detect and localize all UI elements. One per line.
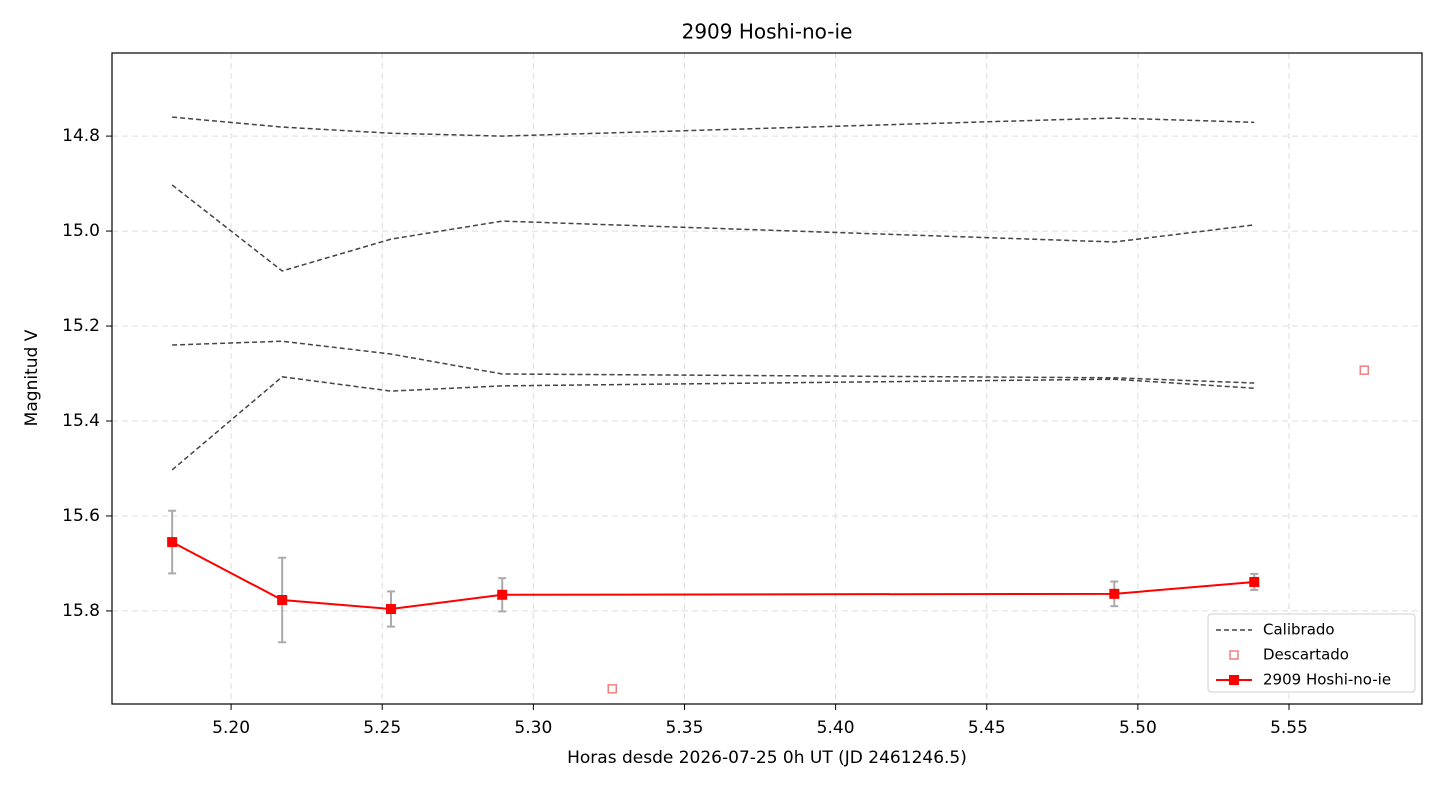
x-tick-label: 5.30: [514, 718, 552, 738]
calibrated-line: [171, 184, 1255, 272]
calibrated-line: [172, 340, 1255, 384]
y-tick-label: 14.8: [62, 126, 100, 146]
x-tick-label: 5.50: [1119, 718, 1157, 738]
series-point: [497, 589, 508, 600]
y-tick-label: 15.6: [62, 506, 100, 526]
x-tick-label: 5.40: [817, 718, 855, 738]
series-point: [1249, 576, 1260, 587]
x-tick-label: 5.45: [968, 718, 1006, 738]
y-tick-label: 15.2: [62, 316, 100, 336]
series-line: [171, 541, 1255, 611]
legend-box: [1207, 613, 1416, 693]
legend-label: Descartado: [1263, 646, 1349, 664]
plot-frame: [111, 52, 1423, 705]
series-point: [1109, 588, 1120, 599]
x-tick-label: 5.35: [666, 718, 704, 738]
legend-swatch: [1229, 675, 1239, 685]
x-axis-label: Horas desde 2026-07-25 0h UT (JD 2461246…: [567, 748, 967, 768]
chart-title: 2909 Hoshi-no-ie: [682, 20, 853, 44]
series-point: [277, 595, 288, 606]
calibrated-line: [172, 116, 1255, 137]
discarded-point: [607, 684, 617, 694]
legend-label: 2909 Hoshi-no-ie: [1263, 671, 1391, 689]
x-tick-label: 5.20: [212, 718, 250, 738]
x-tick-label: 5.25: [363, 718, 401, 738]
y-axis-label: Magnitud V: [22, 329, 42, 426]
series-point: [385, 604, 396, 615]
legend-swatch: [1229, 650, 1239, 660]
legend-label: Calibrado: [1263, 621, 1335, 639]
discarded-point: [1359, 365, 1370, 375]
series-point: [167, 537, 178, 548]
x-tick-label: 5.55: [1270, 718, 1308, 738]
y-tick-label: 15.8: [62, 601, 100, 621]
y-tick-label: 15.0: [62, 221, 100, 241]
y-tick-label: 15.4: [62, 411, 100, 431]
calibrated-line: [171, 376, 1255, 471]
